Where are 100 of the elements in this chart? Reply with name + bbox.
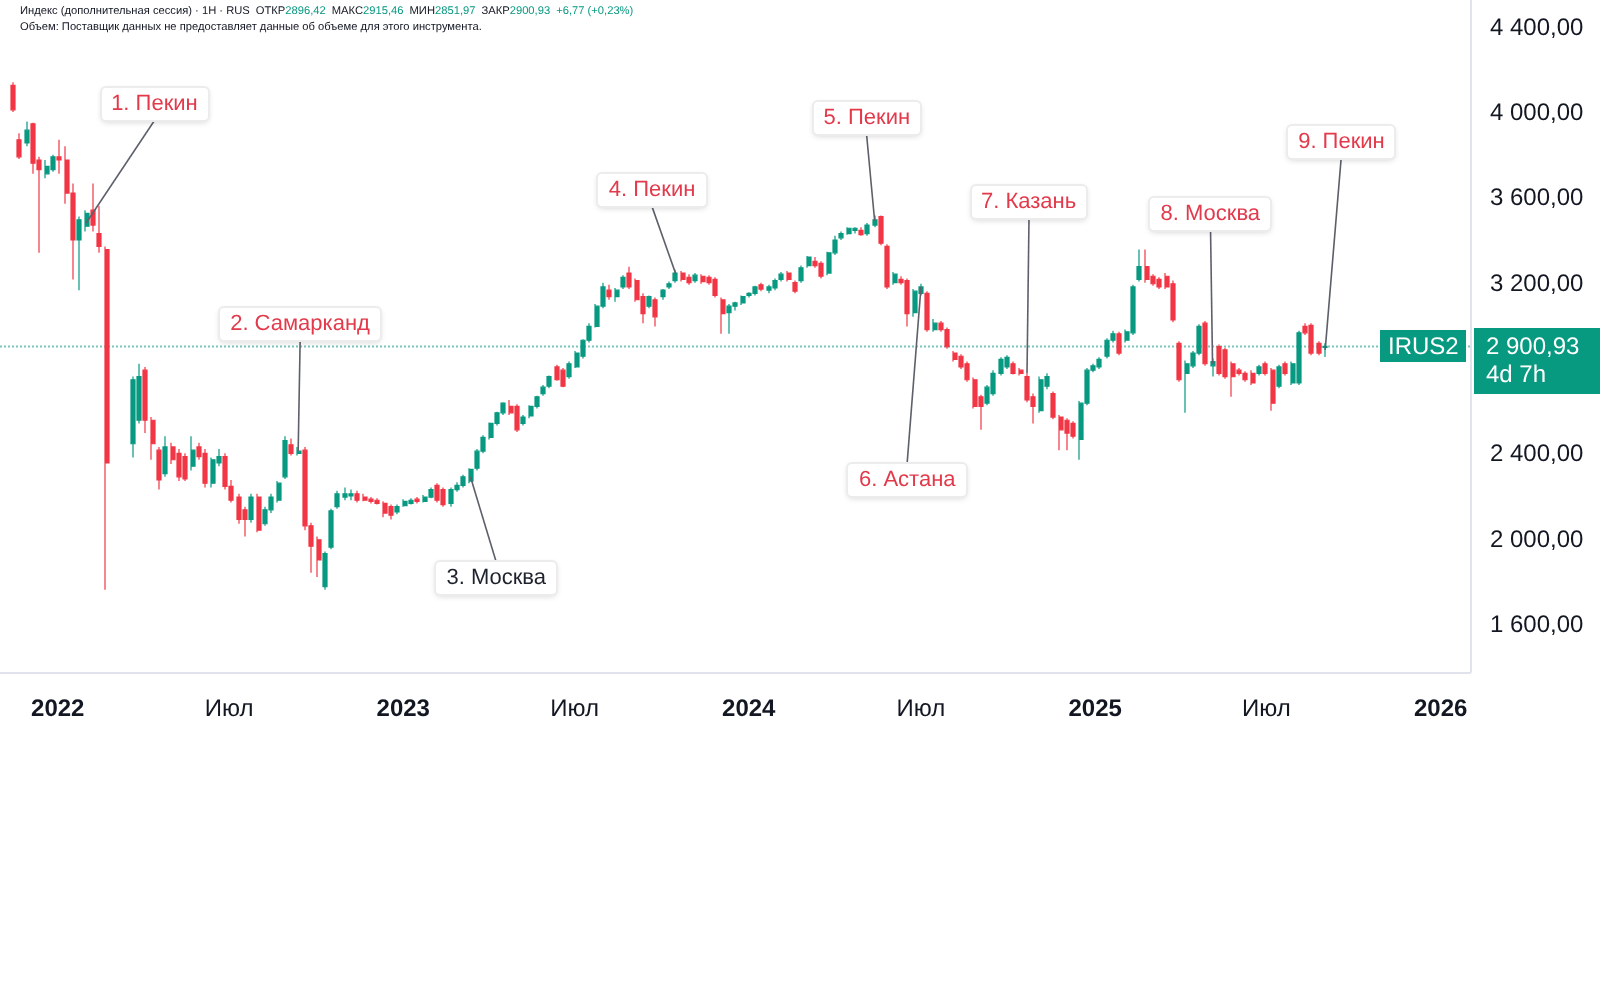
x-tick-label: 2024	[722, 694, 777, 722]
candlestick	[76, 215, 82, 291]
candlestick	[864, 222, 870, 237]
candlestick	[858, 226, 864, 237]
candlestick	[534, 395, 540, 410]
candlestick	[182, 452, 188, 482]
candlestick	[328, 508, 334, 550]
candlestick	[652, 297, 658, 327]
x-tick-label: Июл	[204, 694, 254, 722]
candlestick	[342, 486, 348, 501]
candlestick	[162, 435, 168, 478]
annotation: 4. Пекин	[598, 174, 706, 207]
x-tick-label: 2023	[376, 694, 431, 722]
candlestick	[546, 374, 552, 389]
candlestick	[1322, 342, 1328, 358]
y-tick-label: 2 000,00	[1490, 524, 1585, 553]
candlestick	[892, 271, 898, 286]
candlestick	[10, 81, 16, 113]
annotation: 6. Астана	[848, 464, 966, 497]
candlestick	[1296, 330, 1302, 386]
candlestick	[176, 448, 182, 482]
candlestick	[1130, 284, 1136, 336]
y-tick-label: 3 200,00	[1490, 268, 1585, 297]
x-tick-label: Июл	[550, 694, 599, 722]
x-tick-label: 2025	[1068, 694, 1123, 722]
candlestick	[514, 403, 520, 433]
candlestick	[248, 493, 254, 524]
candlestick	[322, 550, 328, 591]
ref-line-label: IRUS2	[1380, 330, 1467, 363]
candlestick	[846, 226, 852, 236]
candlestick	[772, 277, 778, 291]
candlestick	[282, 435, 288, 480]
annotation: 8. Москва	[1150, 197, 1271, 230]
candlestick	[912, 288, 918, 318]
candlestick	[334, 490, 340, 510]
candlestick	[44, 159, 50, 179]
candlestick	[1144, 249, 1150, 284]
candlestick	[944, 326, 950, 350]
candlestick	[1170, 279, 1176, 323]
candlestick	[156, 446, 162, 491]
candlestick	[924, 290, 930, 333]
candlestick	[554, 364, 560, 382]
candlestick	[202, 448, 208, 489]
candlestick	[1004, 354, 1010, 370]
candlestick	[1156, 276, 1162, 290]
candlestick	[758, 282, 764, 292]
candlestick	[190, 435, 196, 471]
annotation: 9. Пекин	[1288, 125, 1395, 158]
y-tick-label: 2 400,00	[1490, 439, 1585, 468]
x-tick-label: Июл	[1242, 694, 1291, 722]
candlestick	[1216, 343, 1222, 377]
candlestick	[440, 486, 446, 508]
candlestick	[362, 493, 368, 502]
candlestick	[448, 486, 454, 508]
candlestick	[932, 318, 938, 333]
candlestick	[778, 271, 784, 283]
candlestick	[620, 274, 626, 290]
annotation: 7. Казань	[971, 185, 1087, 218]
annotation: 2. Самарканд	[220, 307, 380, 340]
candlestick	[16, 132, 22, 160]
annotation: 3. Москва	[436, 562, 557, 595]
candlestick	[394, 503, 400, 515]
candlestick	[952, 350, 958, 363]
candlestick	[402, 498, 408, 508]
candlestick	[1308, 322, 1314, 356]
candlestick	[560, 367, 566, 388]
candlestick	[1242, 370, 1248, 383]
candlestick	[388, 503, 394, 521]
candlestick	[700, 273, 706, 285]
candlestick	[428, 486, 434, 499]
candlestick	[1184, 359, 1190, 414]
candlestick	[606, 284, 612, 301]
candlestick	[786, 270, 792, 283]
candlestick	[422, 494, 428, 503]
candlestick	[692, 272, 698, 284]
candlestick	[288, 437, 294, 457]
candlestick	[766, 284, 772, 294]
candlestick	[382, 500, 388, 518]
candlestick	[660, 288, 666, 301]
candlestick	[348, 489, 354, 501]
candlestick	[666, 281, 672, 290]
x-tick-label: Июл	[896, 694, 946, 722]
x-tick-label: 2026	[1413, 694, 1468, 722]
candlestick	[1256, 364, 1262, 377]
candlestick	[1096, 356, 1102, 370]
candlestick	[210, 457, 216, 489]
candlestick	[256, 493, 262, 533]
annotation: 5. Пекин	[813, 102, 921, 135]
text: 2 900,93	[1486, 332, 1580, 361]
candlestick	[872, 214, 878, 228]
candlestick	[720, 297, 726, 335]
candlestick	[1202, 320, 1208, 367]
candlestick	[672, 269, 678, 284]
candlestick	[686, 273, 692, 286]
y-tick-label: 3 600,00	[1490, 183, 1585, 212]
x-tick-label: 2022	[31, 694, 86, 722]
annotation: 1. Пекин	[101, 88, 208, 121]
y-tick-label: 4 400,00	[1490, 12, 1585, 41]
candlestick	[434, 482, 440, 503]
candlestick	[1116, 331, 1122, 356]
